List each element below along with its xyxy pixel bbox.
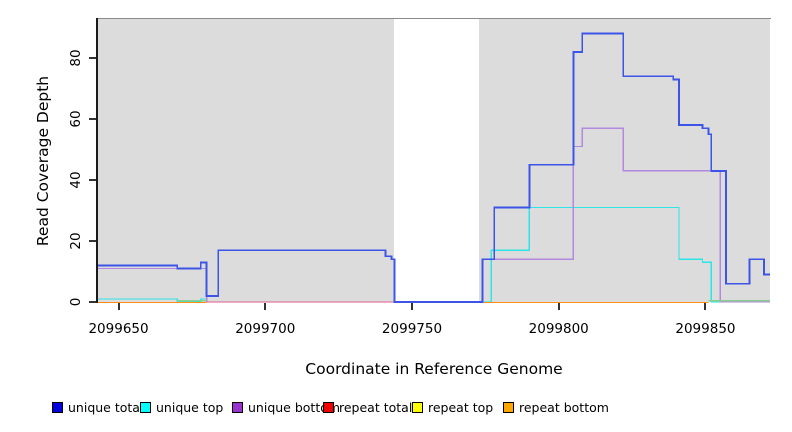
legend-label: repeat top <box>428 400 494 415</box>
y-axis-tick <box>89 118 96 121</box>
y-axis-tick <box>89 179 96 182</box>
plot-top-border <box>98 18 771 19</box>
legend-label: unique total <box>68 400 144 415</box>
x-axis-tick-label: 2099800 <box>528 321 589 337</box>
legend-swatch-unique-bottom <box>232 402 243 413</box>
masked-region-band <box>394 19 480 302</box>
y-axis-tick <box>89 57 96 60</box>
legend-label: unique bottom <box>248 400 341 415</box>
legend-label: unique top <box>156 400 224 415</box>
legend-swatch-unique-total <box>52 402 63 413</box>
x-axis-tick <box>704 303 707 310</box>
series-lines <box>98 32 770 303</box>
legend-swatch-unique-top <box>140 402 151 413</box>
unique-bottom-line <box>98 127 770 303</box>
x-axis-title: Coordinate in Reference Genome <box>305 360 563 378</box>
unique-top-line <box>98 206 770 303</box>
x-axis-tick-label: 2099850 <box>675 321 736 337</box>
y-axis-tick <box>89 240 96 242</box>
y-axis-line <box>96 18 98 303</box>
y-axis-title: Read Coverage Depth <box>34 75 52 247</box>
x-axis-tick <box>557 303 560 310</box>
x-axis-tick-label: 2099700 <box>235 321 296 337</box>
y-axis-tick <box>89 301 96 303</box>
legend-label: repeat total <box>339 400 413 415</box>
legend-swatch-repeat-top <box>412 402 423 413</box>
x-axis-tick <box>264 303 267 310</box>
x-axis-tick-label: 2099650 <box>88 321 149 337</box>
legend-swatch-repeat-total <box>323 402 334 413</box>
legend: unique total unique top unique bottom repea… <box>0 400 792 419</box>
x-axis-tick-label: 2099750 <box>381 321 443 337</box>
plot-area <box>98 19 770 302</box>
legend-swatch-repeat-bottom <box>503 402 514 413</box>
x-axis-tick <box>410 303 413 310</box>
unique-total-line <box>98 32 770 303</box>
legend-label: repeat bottom <box>519 400 609 415</box>
x-axis-tick <box>117 303 120 310</box>
